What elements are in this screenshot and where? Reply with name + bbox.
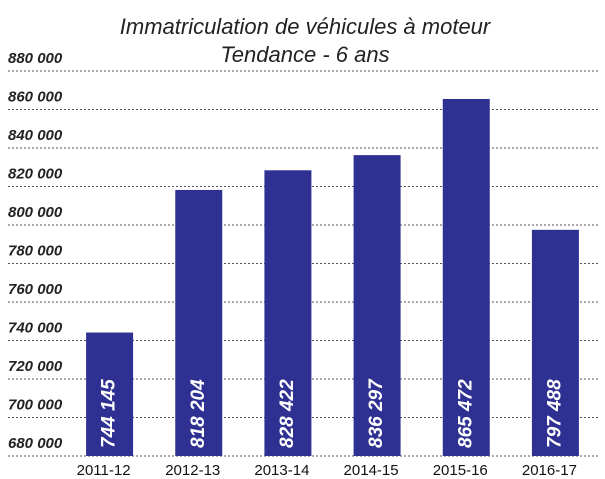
x-tick-label: 2014-15 — [344, 462, 399, 479]
bar — [531, 229, 579, 456]
x-tick-label: 2015-16 — [433, 462, 488, 479]
value-label: 865 472 — [455, 379, 476, 448]
value-label: 744 145 — [99, 379, 120, 448]
x-tick-label: 2011-12 — [77, 462, 131, 479]
y-tick-label: 680 000 — [8, 435, 63, 452]
value-label: 828 422 — [277, 379, 298, 448]
y-tick-label: 840 000 — [8, 127, 63, 144]
bar — [353, 155, 401, 456]
x-tick-label: 2016-17 — [522, 462, 577, 479]
y-tick-label: 880 000 — [8, 50, 63, 67]
value-label: 836 297 — [366, 378, 387, 448]
y-tick-label: 860 000 — [8, 88, 63, 105]
y-tick-label: 740 000 — [8, 319, 63, 336]
y-tick-label: 720 000 — [8, 358, 63, 375]
chart-title: Immatriculation de véhicules à moteur — [120, 14, 492, 39]
bar — [442, 98, 490, 456]
y-tick-label: 760 000 — [8, 281, 63, 298]
value-label: 818 204 — [188, 379, 209, 448]
y-tick-label: 700 000 — [8, 396, 63, 413]
y-tick-label: 780 000 — [8, 242, 63, 259]
bar — [175, 189, 223, 456]
y-tick-label: 820 000 — [8, 165, 63, 182]
y-tick-label: 800 000 — [8, 204, 63, 221]
chart-subtitle: Tendance - 6 ans — [220, 42, 389, 67]
x-tick-label: 2012-13 — [165, 462, 220, 479]
value-label: 797 488 — [544, 379, 565, 448]
bar — [264, 170, 312, 456]
bar — [86, 332, 134, 456]
x-tick-label: 2013-14 — [254, 462, 309, 479]
